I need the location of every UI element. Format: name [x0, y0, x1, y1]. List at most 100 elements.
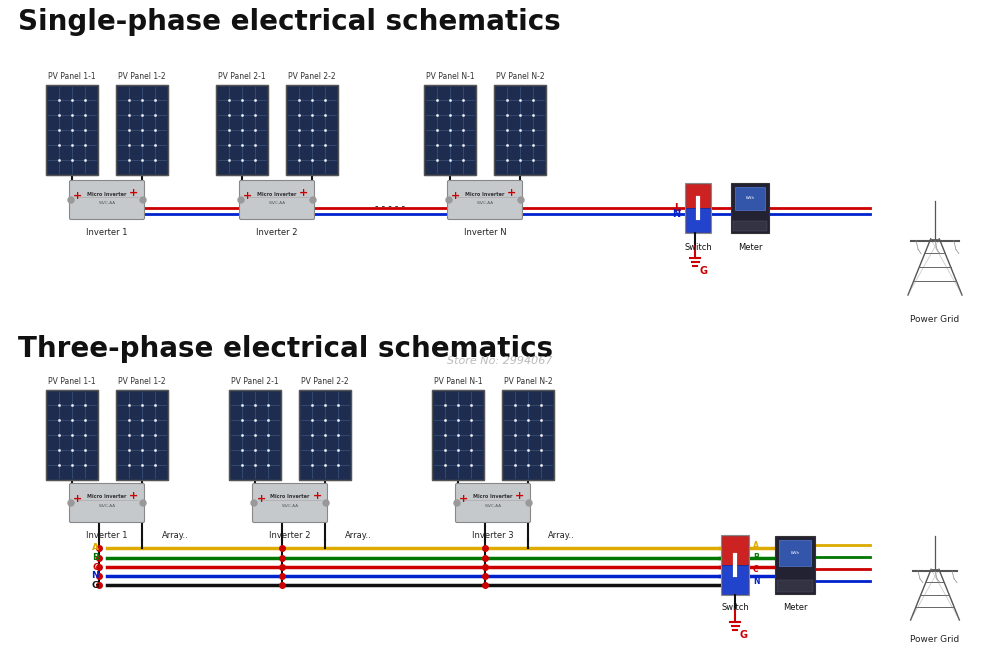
Bar — [286, 85, 338, 175]
Bar — [777, 579, 813, 592]
Text: N: N — [91, 571, 99, 580]
Circle shape — [68, 500, 74, 506]
Text: B: B — [92, 553, 99, 562]
Circle shape — [446, 197, 452, 203]
Circle shape — [526, 500, 532, 506]
FancyBboxPatch shape — [448, 181, 522, 219]
Text: Switch: Switch — [721, 603, 749, 612]
Bar — [116, 85, 168, 175]
Text: C: C — [92, 562, 99, 571]
Text: +: + — [507, 188, 517, 198]
Text: Micro Inverter: Micro Inverter — [465, 192, 505, 197]
Text: +: + — [73, 494, 83, 504]
Text: PV Panel 1-2: PV Panel 1-2 — [118, 72, 166, 81]
Bar — [685, 183, 711, 233]
Text: Micro Inverter: Micro Inverter — [257, 192, 297, 197]
Text: Array..: Array.. — [548, 531, 575, 540]
Bar — [424, 85, 476, 175]
Text: PV Panel N-1: PV Panel N-1 — [434, 377, 482, 386]
Bar — [722, 565, 748, 594]
Bar — [722, 536, 748, 565]
Text: +: + — [129, 188, 139, 198]
Text: PV Panel N-1: PV Panel N-1 — [426, 72, 474, 81]
Bar — [229, 390, 281, 480]
Text: C: C — [753, 564, 759, 573]
Text: Array..: Array.. — [345, 531, 372, 540]
Text: Inverter N: Inverter N — [464, 228, 506, 237]
Text: +: + — [299, 188, 309, 198]
Text: A: A — [92, 544, 99, 553]
Text: Switch: Switch — [684, 243, 712, 252]
FancyBboxPatch shape — [456, 484, 530, 522]
Bar — [46, 390, 98, 480]
Text: +: + — [129, 491, 139, 501]
Text: Three-phase electrical schematics: Three-phase electrical schematics — [18, 335, 553, 363]
Text: G: G — [740, 630, 748, 640]
Text: PV Panel 2-2: PV Panel 2-2 — [288, 72, 336, 81]
Text: PV Panel 2-2: PV Panel 2-2 — [301, 377, 349, 386]
Bar — [299, 390, 351, 480]
Bar — [216, 85, 268, 175]
Circle shape — [251, 500, 257, 506]
Text: Power Grid: Power Grid — [910, 635, 960, 644]
Text: Array..: Array.. — [162, 531, 189, 540]
Circle shape — [310, 197, 316, 203]
Text: PV Panel N-2: PV Panel N-2 — [504, 377, 552, 386]
Circle shape — [454, 500, 460, 506]
Text: PV Panel N-2: PV Panel N-2 — [496, 72, 544, 81]
Circle shape — [518, 197, 524, 203]
Circle shape — [323, 500, 329, 506]
Bar — [46, 85, 98, 175]
Text: N: N — [672, 209, 680, 219]
Text: Inverter 3: Inverter 3 — [472, 531, 514, 540]
Bar — [494, 85, 546, 175]
Text: PV Panel 2-1: PV Panel 2-1 — [231, 377, 279, 386]
Text: Inverter 1: Inverter 1 — [86, 228, 128, 237]
Bar — [494, 85, 546, 175]
Bar — [686, 184, 710, 208]
Text: PV Panel 2-1: PV Panel 2-1 — [218, 72, 266, 81]
Text: A: A — [753, 541, 759, 550]
Text: kWh: kWh — [745, 196, 755, 200]
Circle shape — [140, 197, 146, 203]
Bar — [432, 390, 484, 480]
Text: +: + — [243, 191, 253, 201]
Bar — [735, 187, 765, 210]
FancyBboxPatch shape — [240, 181, 314, 219]
Text: WVC-AA: WVC-AA — [268, 201, 286, 205]
Bar — [731, 183, 769, 233]
Text: +: + — [256, 494, 266, 504]
Text: kWh: kWh — [790, 551, 800, 555]
Text: Single-phase electrical schematics: Single-phase electrical schematics — [18, 8, 561, 36]
Bar — [686, 208, 710, 232]
Circle shape — [140, 500, 146, 506]
Bar — [721, 535, 749, 595]
Circle shape — [238, 197, 244, 203]
Text: Micro Inverter: Micro Inverter — [87, 495, 127, 499]
FancyBboxPatch shape — [252, 484, 328, 522]
Text: Micro Inverter: Micro Inverter — [473, 495, 513, 499]
Text: - - - - -: - - - - - — [375, 201, 405, 211]
Text: +: + — [73, 191, 83, 201]
Bar — [46, 390, 98, 480]
Bar — [229, 390, 281, 480]
Text: G: G — [92, 580, 99, 590]
Bar — [116, 85, 168, 175]
Text: WVC-AA: WVC-AA — [476, 201, 494, 205]
FancyBboxPatch shape — [70, 181, 144, 219]
Bar — [424, 85, 476, 175]
Circle shape — [68, 197, 74, 203]
Text: WVC-AA: WVC-AA — [98, 504, 116, 508]
Text: Meter: Meter — [783, 603, 807, 612]
Bar — [502, 390, 554, 480]
Text: Inverter 1: Inverter 1 — [86, 531, 128, 540]
Text: PV Panel 1-1: PV Panel 1-1 — [48, 377, 96, 386]
Text: Micro Inverter: Micro Inverter — [270, 495, 310, 499]
Text: L: L — [674, 203, 680, 213]
Bar — [775, 536, 815, 594]
Text: WVC-AA: WVC-AA — [281, 504, 299, 508]
Bar — [299, 390, 351, 480]
Bar — [779, 540, 811, 566]
Bar — [116, 390, 168, 480]
Text: Store No: 2994067: Store No: 2994067 — [447, 356, 553, 366]
